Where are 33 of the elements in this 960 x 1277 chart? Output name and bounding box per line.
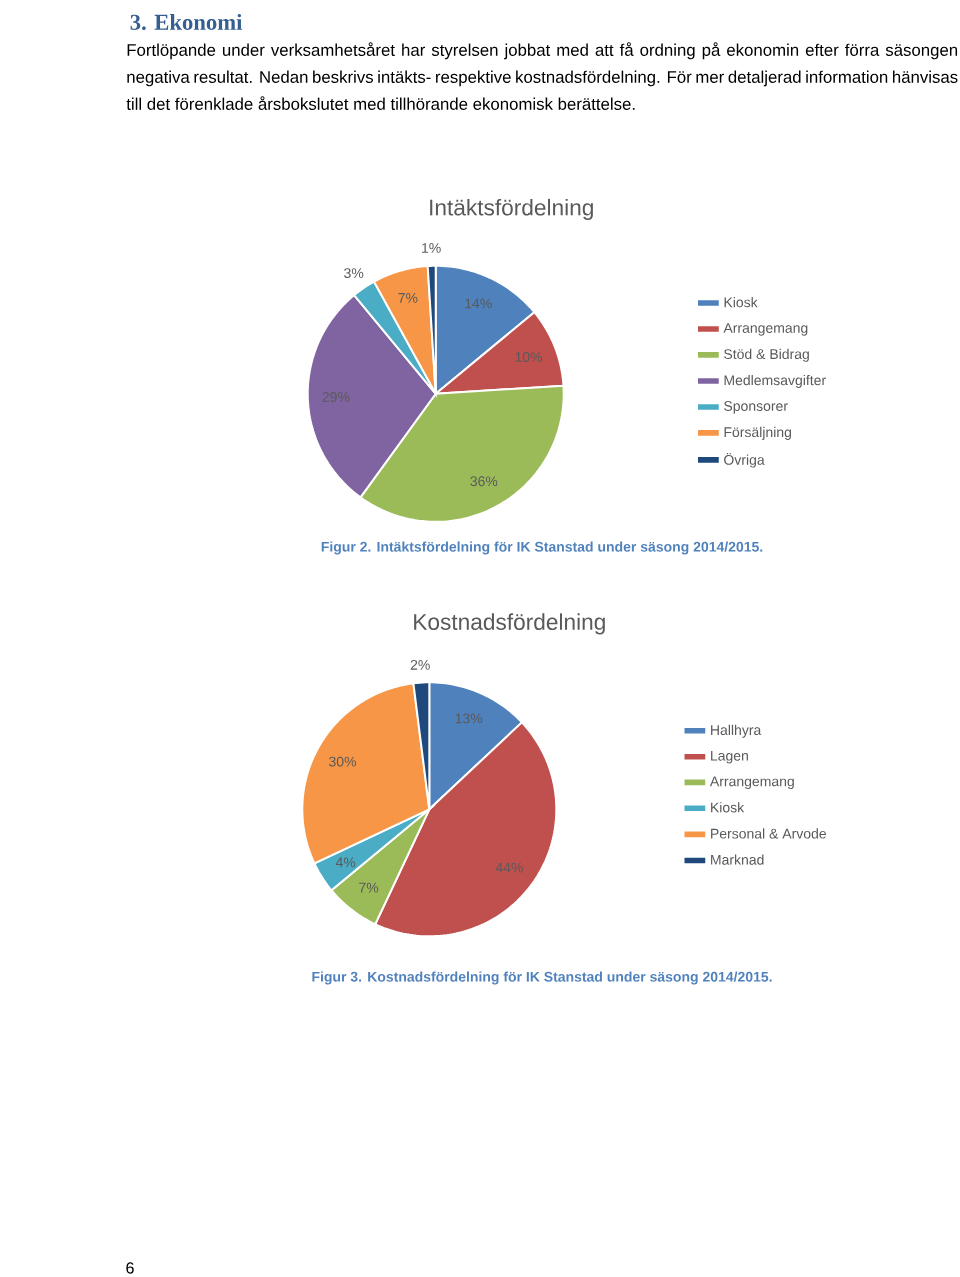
legend-label: Stöd & Bidrag: [724, 348, 809, 362]
text: Figur 3. Kostnadsfördelning för IK Stanstad under säsong 2014/2015.: [312, 971, 772, 985]
legend-label: Arrangemang: [709, 776, 794, 790]
legend-label: Försäljning: [724, 426, 791, 440]
data-label: 29%: [322, 391, 350, 402]
data-label: 36%: [470, 476, 498, 487]
legend-label: Personal & Arvode: [711, 828, 826, 839]
text: 3. Ekonomi: [130, 13, 243, 30]
text: Fortlöpande under verksamhetsåret har styrelsen jobbat med att få ordning på ekonomin efter förra säsongen negativa resultat. Nedan beskrivs intäkts- respektive kostnadsfördelning. För mer detaljerad information hänvisas till det förenklade årsbokslutet med tillhörande ekonomisk berättelse.: [126, 42, 958, 110]
text: Figur 2. Intäktsfördelning för IK Stanstad under säsong 2014/2015.: [321, 541, 763, 555]
legend-label: Marknad: [711, 854, 764, 865]
legend-label: Arrangemang: [723, 323, 808, 336]
legend-label: Medlemsavgifter: [724, 374, 826, 388]
data-label: 1%: [422, 243, 441, 253]
legend-label: Övriga: [724, 452, 765, 468]
data-label: 14%: [465, 298, 492, 309]
data-label: 3%: [344, 268, 364, 279]
legend-label: Kiosk: [724, 296, 758, 308]
data-label: 13%: [455, 713, 483, 724]
data-label: 30%: [329, 756, 357, 767]
chart-title: Kostnadsfördelning: [414, 613, 605, 635]
text: 6: [126, 1262, 134, 1274]
data-label: 4%: [335, 857, 356, 868]
data-label: 10%: [515, 352, 543, 362]
legend-label: Hallhyra: [711, 724, 762, 738]
legend-label: Kiosk: [711, 802, 745, 813]
legend-label: Lagen: [711, 750, 748, 764]
data-label: 7%: [398, 293, 418, 303]
legend-label: Sponsorer: [724, 401, 788, 414]
chart-title: Intäktsfördelning: [430, 198, 593, 221]
data-label: 7%: [359, 882, 379, 893]
data-label: 2%: [410, 659, 430, 670]
data-label: 44%: [495, 862, 523, 873]
